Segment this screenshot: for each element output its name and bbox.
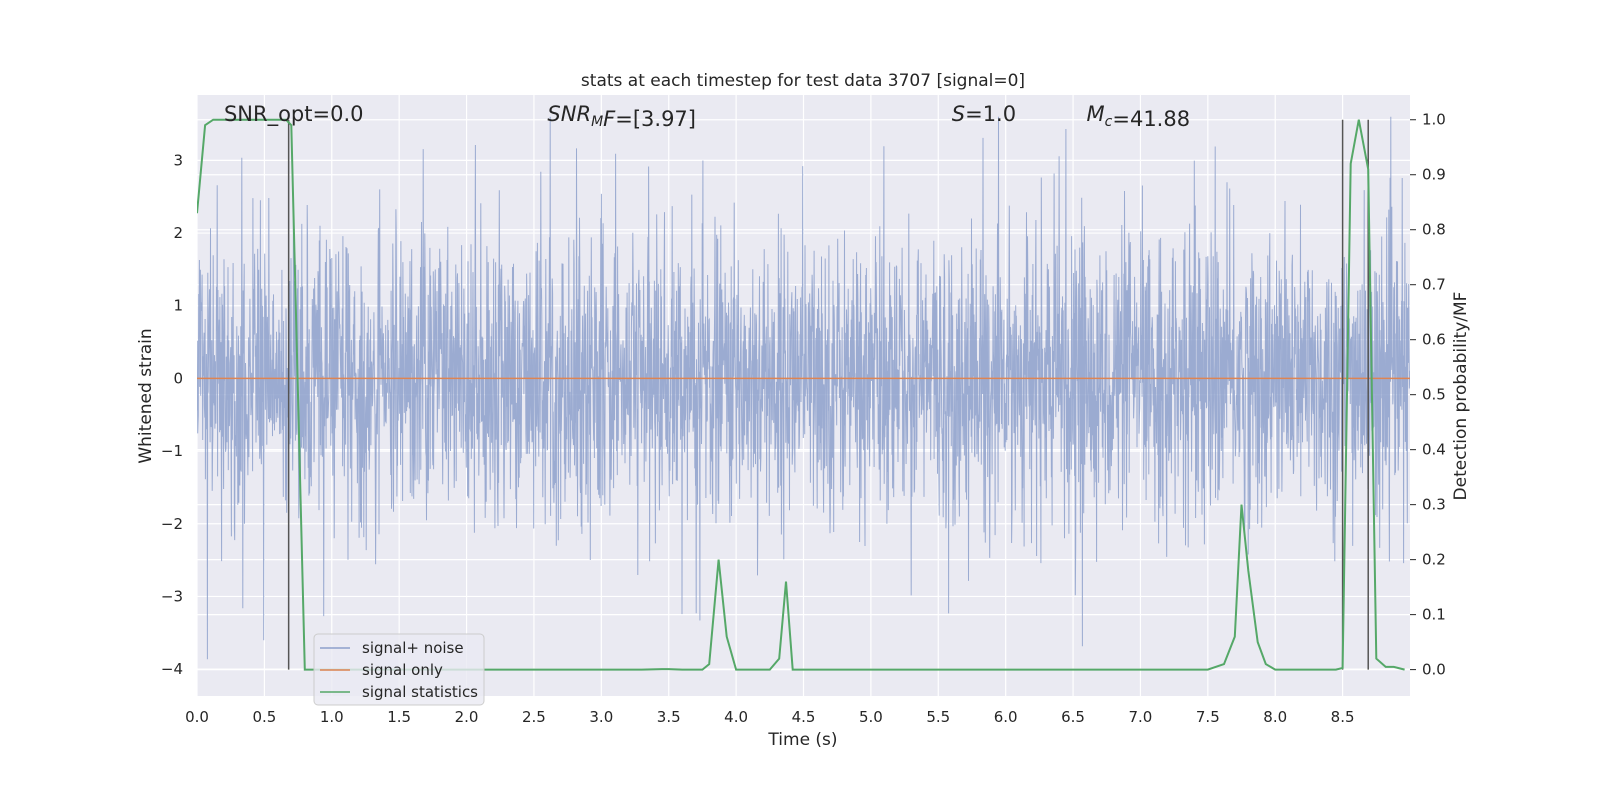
legend-label-signal-only: signal only xyxy=(362,661,443,679)
x-tick-label: 1.0 xyxy=(320,708,344,726)
x-axis-label: Time (s) xyxy=(767,730,837,750)
legend-label-signal-statistics: signal statistics xyxy=(362,683,478,701)
series-signal-noise xyxy=(197,116,1410,660)
legend-box xyxy=(313,633,485,706)
y-tick-label: 0 xyxy=(173,369,183,387)
x-tick-label: 2.5 xyxy=(522,708,546,726)
y-tick-label: 3 xyxy=(173,151,183,169)
x-tick-label: 4.0 xyxy=(724,708,748,726)
y-right-tick-label: 0.1 xyxy=(1422,606,1446,624)
y-tick-label: −4 xyxy=(161,660,183,678)
y-right-tick-label: 0.3 xyxy=(1422,496,1446,514)
x-tick-label: 2.0 xyxy=(455,708,479,726)
y-right-tick-label: 1.0 xyxy=(1422,111,1446,129)
x-tick-label: 7.5 xyxy=(1196,708,1220,726)
x-tick-label: 0.0 xyxy=(185,708,209,726)
y-tick-label: 2 xyxy=(173,224,183,242)
y-right-tick-label: 0.8 xyxy=(1422,221,1446,239)
y-tick-label: 1 xyxy=(173,297,183,315)
y-axis-label: Whitened strain xyxy=(136,328,156,463)
annotation-snr-mf: SNRMF=[3.97] xyxy=(547,102,696,131)
y-axis-right-label: Detection probability/MF xyxy=(1451,292,1471,501)
legend: signal+ noise signal only signal statist… xyxy=(313,633,485,706)
x-tick-label: 1.5 xyxy=(387,708,411,726)
y-right-tick-label: 0.4 xyxy=(1422,441,1446,459)
y-right-tick-label: 0.5 xyxy=(1422,386,1446,404)
y-tick-labels: −4 −3 −2 −1 0 1 2 3 xyxy=(161,151,183,678)
x-tick-label: 3.5 xyxy=(657,708,681,726)
x-tick-label: 5.5 xyxy=(926,708,950,726)
y-tick-label: −3 xyxy=(161,587,183,605)
x-tick-label: 6.5 xyxy=(1061,708,1085,726)
annotation-mc-value: Mc=41.88 xyxy=(1087,102,1191,131)
chart-title: stats at each timestep for test data 370… xyxy=(581,71,1025,91)
x-tick-label: 8.5 xyxy=(1331,708,1355,726)
x-tick-label: 3.0 xyxy=(589,708,613,726)
y-right-tick-label: 0.7 xyxy=(1422,276,1446,294)
annotations: SNR_opt=0.0 SNRMF=[3.97] S=1.0 Mc=41.88 xyxy=(224,102,1190,131)
y-right-tick-label: 0.9 xyxy=(1422,166,1446,184)
y-right-tick-label: 0.6 xyxy=(1422,331,1446,349)
x-tick-label: 7.0 xyxy=(1129,708,1153,726)
x-tick-label: 8.0 xyxy=(1263,708,1287,726)
legend-label-signal-noise: signal+ noise xyxy=(362,639,464,657)
y-right-tick-labels: 0.0 0.1 0.2 0.3 0.4 0.5 0.6 0.7 0.8 0.9 1.0 xyxy=(1410,111,1446,679)
x-tick-label: 6.0 xyxy=(994,708,1018,726)
annotation-s-value: S=1.0 xyxy=(952,102,1016,126)
x-tick-label: 4.5 xyxy=(792,708,816,726)
x-tick-label: 5.0 xyxy=(859,708,883,726)
y-tick-label: −1 xyxy=(161,442,183,460)
x-tick-labels: 0.0 0.5 1.0 1.5 2.0 2.5 3.0 3.5 4.0 4.5 5.0 5.5 6.0 6… xyxy=(185,708,1354,726)
annotation-snr-opt: SNR_opt=0.0 xyxy=(224,102,364,127)
y-right-tick-label: 0.0 xyxy=(1422,661,1446,679)
y-tick-label: −2 xyxy=(161,515,183,533)
y-right-tick-label: 0.2 xyxy=(1422,551,1446,569)
x-tick-label: 0.5 xyxy=(252,708,276,726)
